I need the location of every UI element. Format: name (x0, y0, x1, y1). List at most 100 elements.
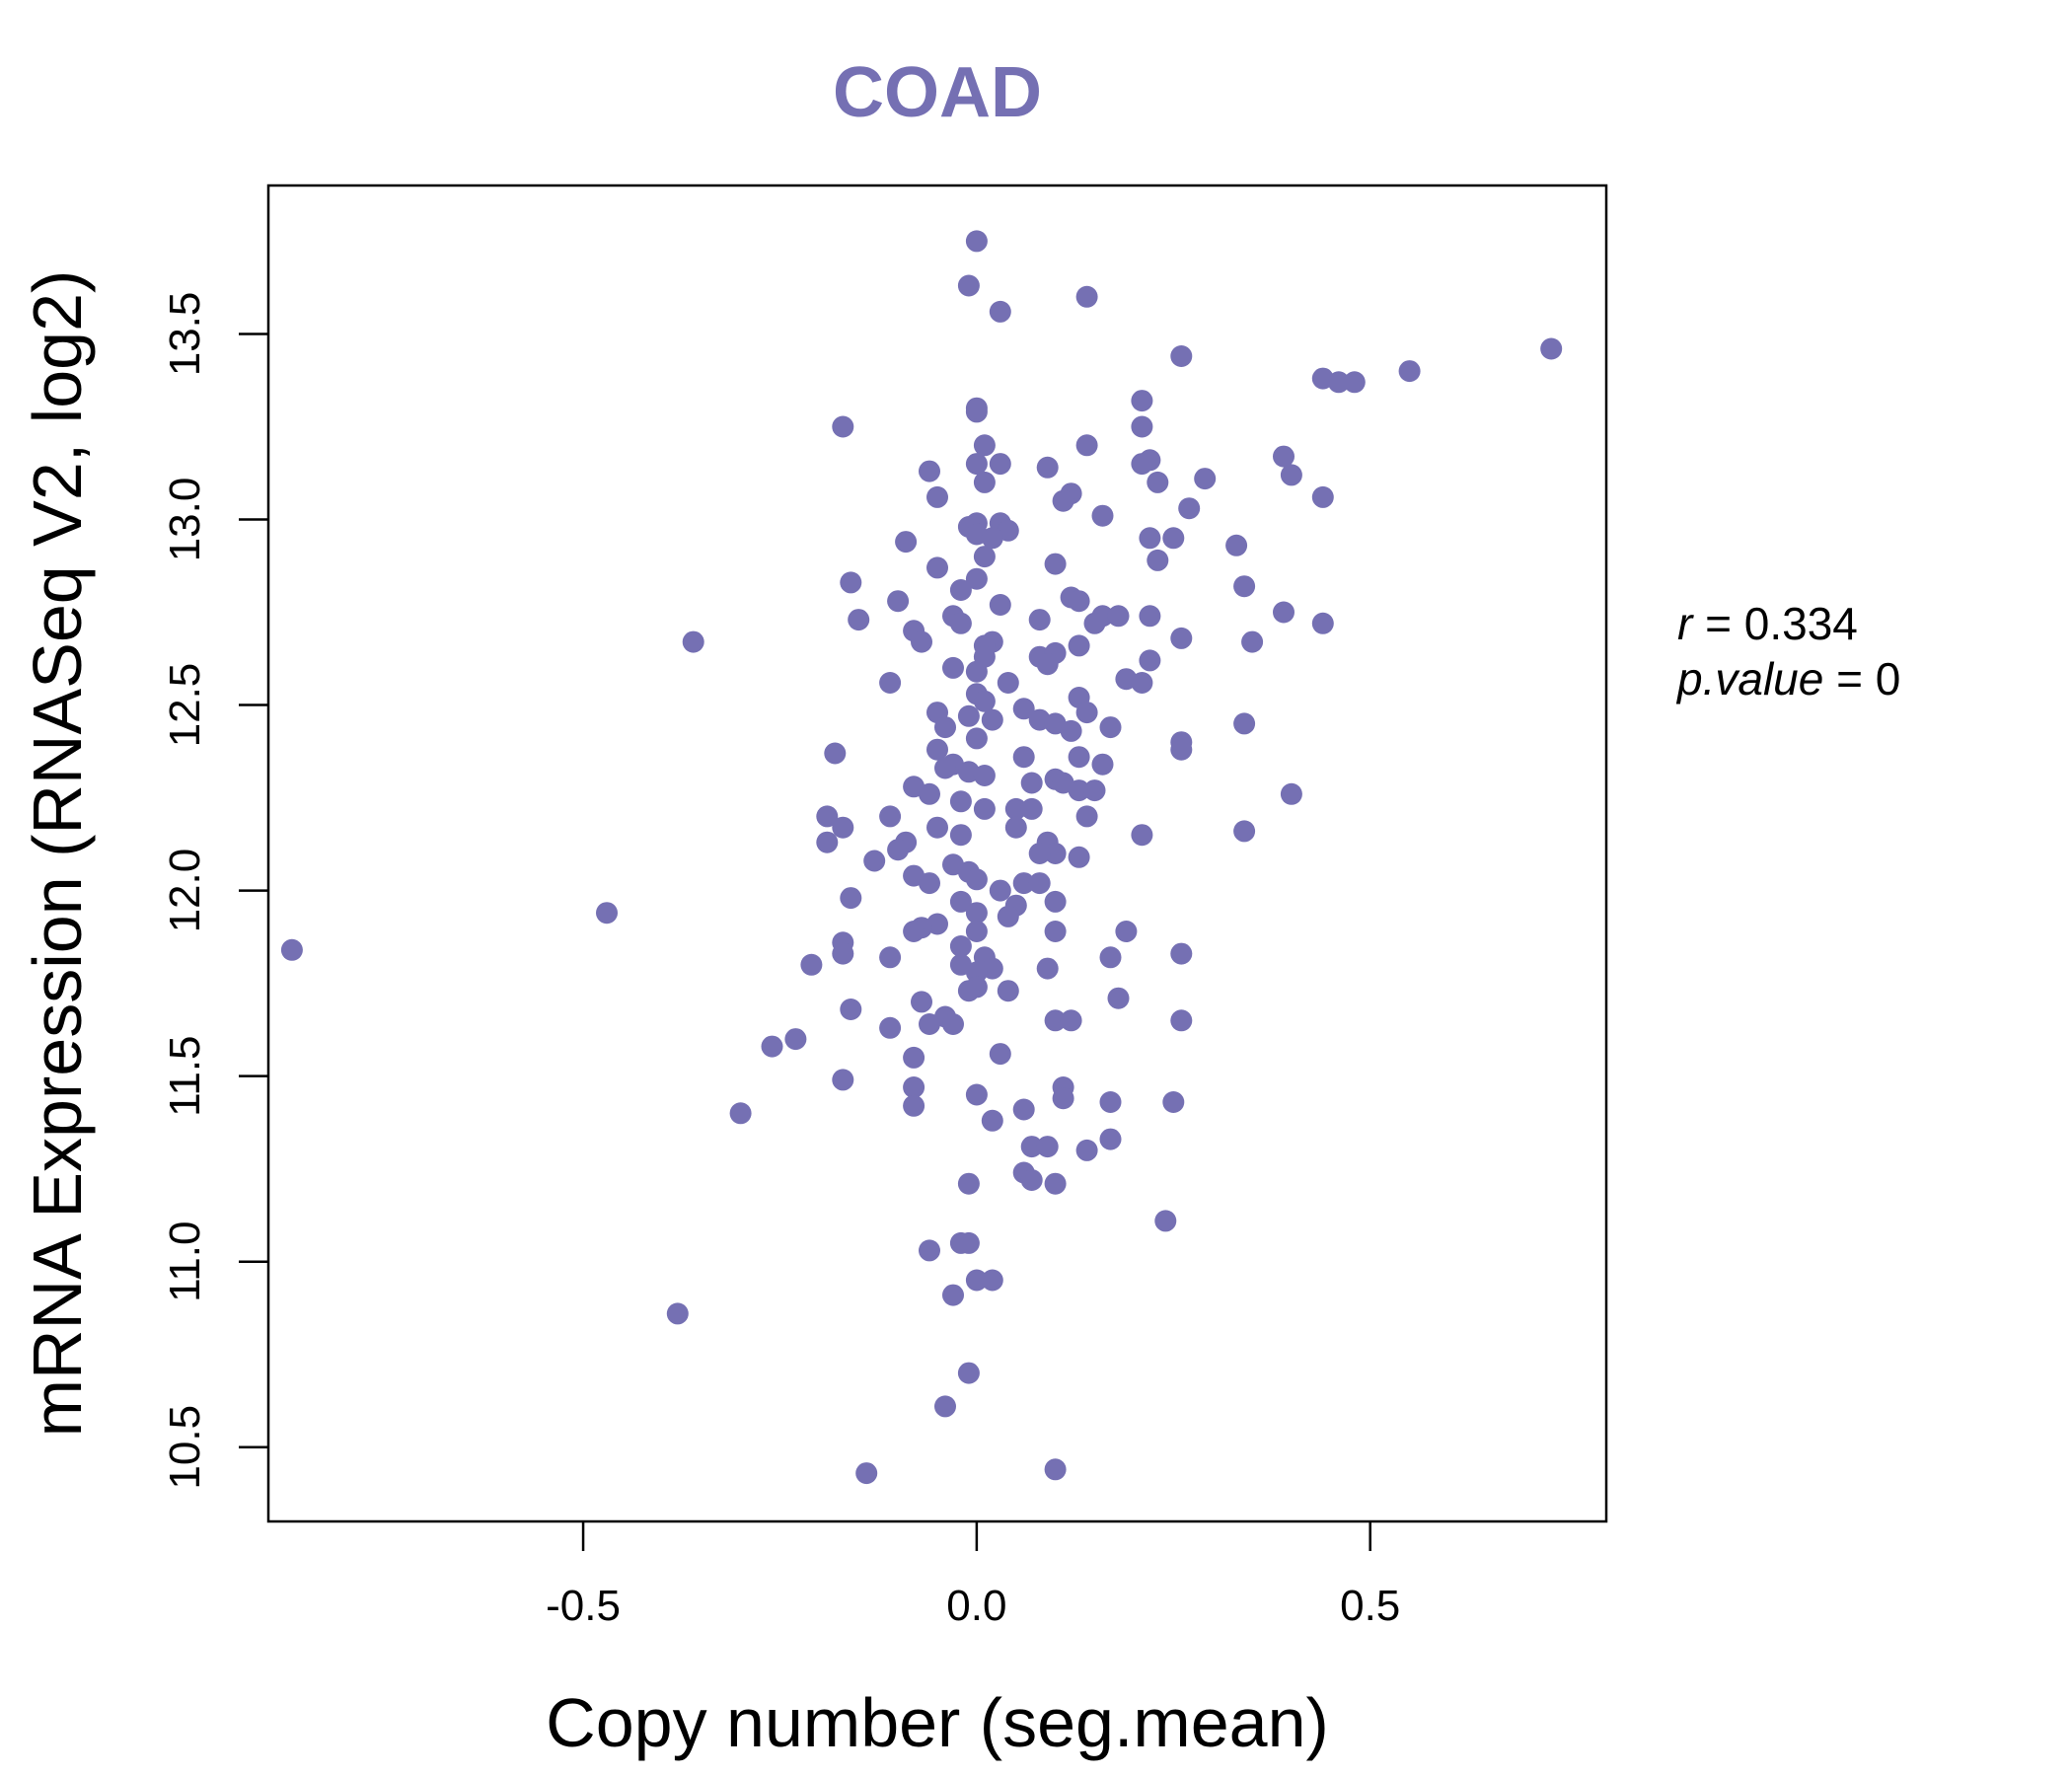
data-point (784, 1028, 807, 1051)
data-point (934, 757, 956, 779)
y-tick-label: 12.5 (161, 663, 209, 748)
data-point (832, 816, 854, 839)
data-point (981, 708, 1003, 731)
data-point (1004, 797, 1027, 820)
data-point (989, 879, 1011, 902)
data-point (965, 868, 988, 891)
data-point (840, 999, 862, 1020)
y-tick-label: 10.5 (161, 1405, 209, 1490)
data-point (919, 1239, 940, 1262)
data-point (949, 890, 972, 913)
data-point (1044, 843, 1067, 864)
data-point (1044, 1009, 1067, 1032)
data-point (1115, 921, 1138, 942)
data-point (997, 980, 1019, 1002)
data-point (840, 571, 862, 594)
data-point (1139, 649, 1161, 672)
data-point (1052, 489, 1074, 512)
data-point (682, 630, 704, 653)
x-tick-label: 0.5 (1340, 1582, 1400, 1630)
data-point (903, 921, 925, 942)
data-point (1154, 1210, 1177, 1232)
data-point (1131, 672, 1153, 694)
r-value: 0.334 (1744, 598, 1858, 649)
data-point (1241, 630, 1264, 653)
data-point (934, 716, 956, 739)
data-point (965, 921, 988, 942)
data-point (848, 609, 870, 631)
data-point (1028, 843, 1051, 864)
data-point (965, 727, 988, 750)
data-point (973, 546, 996, 568)
data-point (1012, 746, 1035, 769)
data-point (942, 1013, 964, 1035)
data-point (729, 1102, 752, 1125)
data-point (1091, 753, 1114, 776)
data-point (1036, 957, 1059, 980)
data-point (919, 782, 940, 805)
data-point (1020, 797, 1043, 820)
data-point (1131, 390, 1153, 412)
data-point (1147, 549, 1169, 571)
data-point (1162, 1091, 1185, 1113)
data-point (1068, 746, 1090, 769)
data-point (879, 805, 902, 828)
data-point (1139, 527, 1161, 550)
data-point (840, 887, 862, 910)
data-point (965, 567, 988, 590)
data-point (832, 415, 854, 438)
x-axis-label: Copy number (seg.mean) (546, 1684, 1329, 1761)
data-point (879, 946, 902, 969)
p-equals: = (1823, 653, 1875, 704)
y-tick-label: 11.0 (161, 1221, 209, 1302)
y-axis: 10.5 11.0 11.5 12.0 12.5 13.0 13.5 (161, 292, 268, 1490)
data-point (903, 1076, 925, 1098)
data-point (1004, 816, 1027, 839)
data-point (1233, 820, 1256, 843)
data-point (965, 397, 988, 419)
data-point (957, 274, 980, 297)
data-point (911, 991, 932, 1013)
data-point (1162, 527, 1185, 550)
data-point (1020, 1169, 1043, 1191)
data-point (1075, 1139, 1098, 1161)
data-point (989, 1043, 1011, 1066)
data-point (816, 805, 839, 828)
data-point (957, 1231, 980, 1254)
data-point (949, 790, 972, 813)
data-point (1170, 1009, 1193, 1032)
data-point (1083, 612, 1106, 634)
data-point (1273, 601, 1295, 624)
data-point (280, 938, 303, 961)
data-point (1099, 946, 1122, 969)
data-point (949, 579, 972, 601)
data-point (965, 1083, 988, 1106)
data-point (1131, 415, 1153, 438)
data-point (926, 556, 948, 579)
stats-annotation: r = 0.334 p.value = 0 (1675, 598, 1900, 704)
data-point (800, 953, 823, 976)
data-point (1225, 534, 1248, 556)
data-point (1020, 772, 1043, 794)
data-point (1099, 716, 1122, 739)
data-point (832, 1069, 854, 1091)
data-point (1075, 434, 1098, 457)
data-point (1233, 712, 1256, 735)
data-point (1327, 371, 1350, 394)
data-points (280, 230, 1563, 1485)
data-point (1044, 921, 1067, 942)
data-point (926, 485, 948, 508)
data-point (1131, 824, 1153, 847)
data-point (957, 1172, 980, 1195)
data-point (942, 1284, 964, 1306)
data-point (1020, 1136, 1043, 1158)
data-point (832, 942, 854, 965)
data-point (1028, 609, 1051, 631)
data-point (957, 980, 980, 1002)
data-point (973, 797, 996, 820)
data-point (1194, 468, 1217, 490)
data-point (965, 1269, 988, 1292)
data-point (1131, 453, 1153, 476)
data-point (1170, 942, 1193, 965)
data-point (863, 850, 886, 872)
